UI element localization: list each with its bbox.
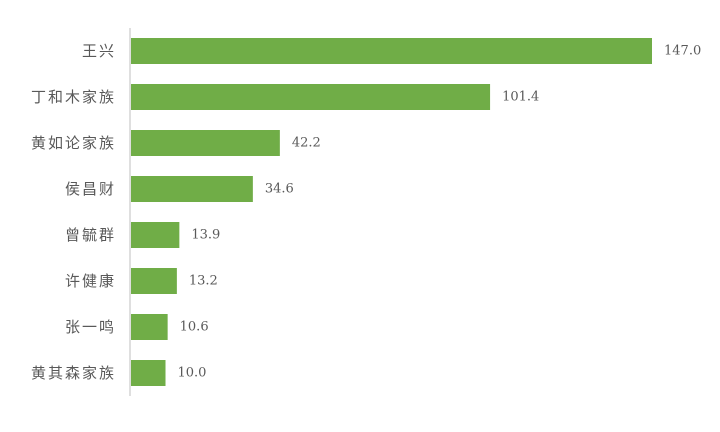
bar	[131, 222, 180, 248]
value-label: 13.9	[191, 228, 220, 243]
value-label: 34.6	[265, 182, 294, 197]
bar	[131, 38, 652, 64]
bar	[131, 314, 168, 340]
category-label: 张一鸣	[65, 318, 116, 336]
value-label: 10.0	[178, 366, 207, 381]
bar	[131, 360, 166, 386]
category-label: 黄如论家族	[31, 134, 116, 152]
category-label: 王兴	[82, 42, 116, 60]
bar	[131, 130, 280, 156]
value-label: 10.6	[180, 320, 209, 335]
value-label: 101.4	[502, 90, 539, 105]
value-label: 42.2	[292, 136, 321, 151]
category-label: 黄其森家族	[31, 364, 116, 382]
category-label: 侯昌财	[65, 180, 116, 198]
value-label: 147.0	[664, 44, 701, 59]
bar	[131, 176, 253, 202]
category-label: 丁和木家族	[31, 88, 116, 106]
bars-group: 王兴 147.0 丁和木家族 101.4 黄如论家族 42.2 侯昌财 34.6 曾毓群 13.9…	[31, 38, 701, 386]
category-label: 曾毓群	[65, 226, 116, 244]
bar	[131, 84, 491, 110]
bar	[131, 268, 177, 294]
category-label: 许健康	[65, 272, 116, 290]
value-label: 13.2	[189, 274, 218, 289]
